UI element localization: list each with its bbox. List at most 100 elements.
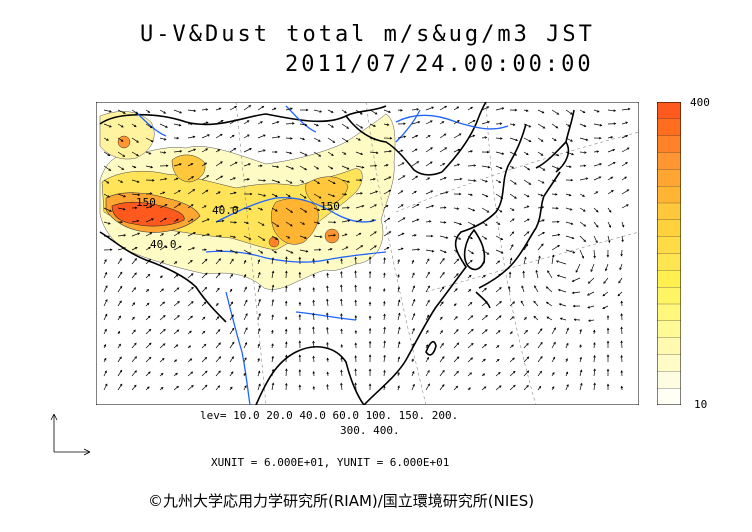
china-border-north <box>345 115 443 176</box>
wind-arrowhead <box>119 369 123 373</box>
wind-arrow <box>103 179 109 184</box>
wind-arrowhead <box>162 358 165 361</box>
wind-arrow <box>285 179 293 184</box>
wind-arrow <box>145 329 151 335</box>
wind-arrowhead <box>147 315 151 319</box>
wind-arrow <box>551 165 559 170</box>
wind-arrow <box>117 356 122 363</box>
wind-arrowhead <box>620 326 623 330</box>
wind-arrowhead <box>234 106 238 109</box>
wind-arrowhead <box>123 247 127 250</box>
wind-arrow <box>383 217 390 223</box>
wind-arrow <box>593 207 599 213</box>
wind-arrow <box>271 193 278 197</box>
wind-arrow <box>215 288 220 293</box>
wind-arrowhead <box>217 149 221 152</box>
wind-arrow <box>369 204 377 209</box>
wind-arrowhead <box>441 121 445 124</box>
wind-arrowhead <box>354 299 357 303</box>
wind-arrow <box>453 120 460 125</box>
wind-arrow <box>369 109 378 115</box>
wind-arrowhead <box>583 209 586 212</box>
wind-arrowhead <box>571 236 575 240</box>
wind-arrow <box>439 105 447 111</box>
wind-arrowhead <box>620 340 623 344</box>
coastlines <box>99 102 575 405</box>
wind-arrow <box>313 193 322 199</box>
wind-arrowhead <box>368 368 372 372</box>
wind-arrowhead <box>285 368 288 372</box>
reference-vector <box>50 413 91 456</box>
colorbar-step <box>657 152 681 170</box>
wind-arrow <box>229 221 237 223</box>
wind-arrow <box>534 285 539 293</box>
wind-arrowhead <box>263 194 267 197</box>
wind-arrowhead <box>179 150 183 153</box>
wind-arrowhead <box>375 151 379 155</box>
wind-arrow <box>546 286 553 293</box>
wind-arrow <box>509 258 512 265</box>
wind-arrow <box>103 285 108 293</box>
wind-arrowhead <box>204 287 208 290</box>
wind-arrowhead <box>499 210 503 213</box>
wind-arrow <box>159 204 168 209</box>
lena-river <box>395 109 421 143</box>
wind-arrow <box>617 291 623 297</box>
wind-arrowhead <box>318 248 322 252</box>
wind-arrowhead <box>470 259 473 263</box>
wind-arrow <box>271 314 274 321</box>
wind-arrowhead <box>104 328 107 332</box>
wind-arrow <box>131 258 137 265</box>
wind-arrow <box>159 191 165 195</box>
wind-arrowhead <box>233 177 236 180</box>
contour-levels-line1: lev= 10.0 20.0 40.0 60.0 100. 150. 200. <box>200 409 459 422</box>
wind-arrow <box>285 137 293 139</box>
wind-arrowhead <box>149 232 153 235</box>
wind-arrowhead <box>570 139 573 142</box>
wind-arrowhead <box>205 148 209 151</box>
wind-arrowhead <box>430 147 433 150</box>
wind-arrow <box>383 123 389 126</box>
wind-arrowhead <box>528 182 532 185</box>
wind-arrowhead <box>290 107 293 111</box>
wind-arrow <box>285 207 293 213</box>
wind-arrowhead <box>456 342 460 346</box>
wind-arrowhead <box>147 273 151 277</box>
wind-arrow <box>215 161 223 167</box>
wind-arrowhead <box>260 121 263 124</box>
wind-arrowhead <box>231 341 235 345</box>
wind-arrowhead <box>397 371 400 375</box>
wind-arrowhead <box>526 152 529 156</box>
wind-arrow <box>145 165 153 168</box>
wind-arrowhead <box>258 327 261 331</box>
wind-arrowhead <box>533 300 536 304</box>
contour-label: 150 <box>320 200 340 213</box>
pearl-river <box>295 311 357 321</box>
wind-arrow <box>621 135 628 139</box>
wind-arrowhead <box>149 125 153 129</box>
wind-arrowhead <box>430 161 433 164</box>
wind-arrowhead <box>302 222 306 225</box>
wind-arrow <box>313 137 321 142</box>
wind-arrowhead <box>137 180 140 183</box>
wind-arrowhead <box>414 148 418 151</box>
wind-arrow <box>509 123 515 126</box>
wind-arrowhead <box>174 359 178 362</box>
wind-arrowhead <box>551 386 555 389</box>
wind-arrowhead <box>383 272 386 276</box>
wind-arrow <box>285 151 292 154</box>
wind-arrowhead <box>234 221 238 224</box>
wind-arrowhead <box>566 384 569 387</box>
wind-arrowhead <box>244 385 247 388</box>
wind-arrowhead <box>542 168 546 171</box>
wind-arrow <box>467 119 476 125</box>
wind-arrowhead <box>620 300 623 304</box>
wind-arrowhead <box>388 189 392 193</box>
wind-arrowhead <box>312 340 315 344</box>
wind-arrowhead <box>106 181 110 184</box>
wind-arrowhead <box>312 273 316 277</box>
wind-arrowhead <box>400 204 404 207</box>
wind-arrow <box>131 247 138 251</box>
wind-arrowhead <box>105 285 108 288</box>
wind-arrow <box>397 190 403 195</box>
